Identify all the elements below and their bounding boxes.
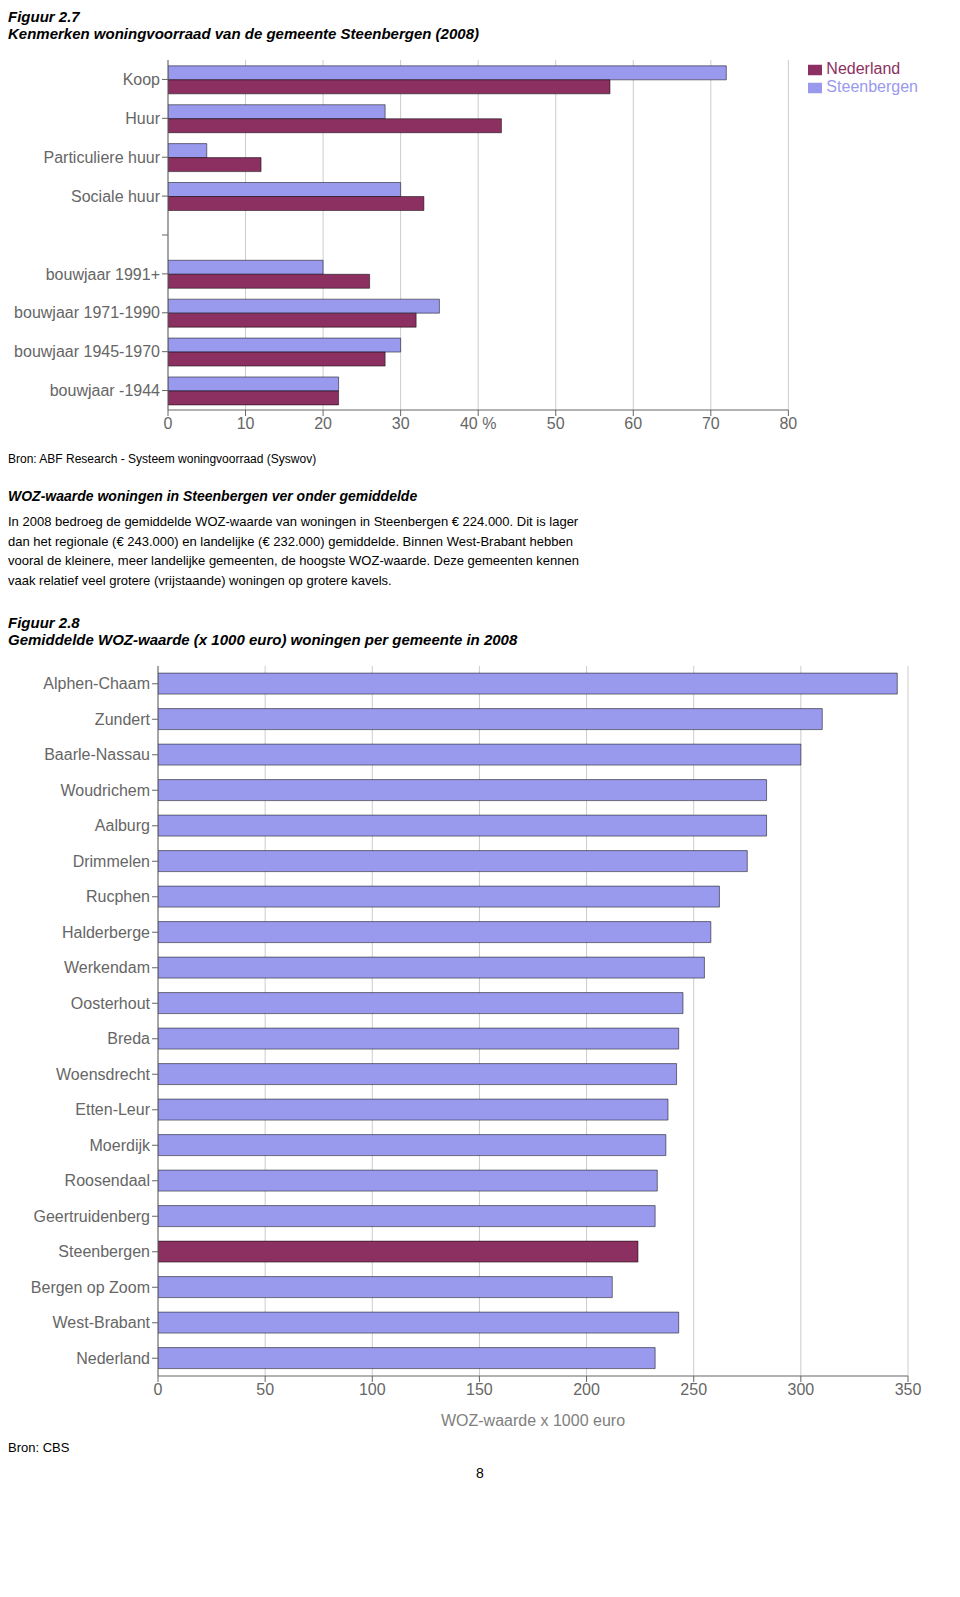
html-text:Bron: ABF Research - Systeem w: Bron: ABF Research - Systeem woningvoorr… [8,452,317,466]
svg-text:Breda: Breda [107,1030,150,1047]
svg-text:Sociale huur: Sociale huur [71,188,161,205]
svg-text:Rucphen: Rucphen [86,888,150,905]
svg-text:300: 300 [788,1381,815,1398]
svg-text:20: 20 [314,415,332,432]
svg-text:Particuliere huur: Particuliere huur [44,149,161,166]
html-text:Figuur 2.7: Figuur 2.7 [8,8,80,25]
html-text:Gemiddelde WOZ-waarde (x 1000: Gemiddelde WOZ-waarde (x 1000 euro) woni… [8,631,518,648]
svg-text:Geertruidenberg: Geertruidenberg [33,1208,150,1225]
svg-text:40 %: 40 % [460,415,496,432]
svg-text:bouwjaar 1991+: bouwjaar 1991+ [46,266,160,283]
svg-text:bouwjaar 1971-1990: bouwjaar 1971-1990 [14,304,160,321]
svg-text:bouwjaar -1944: bouwjaar -1944 [50,382,160,399]
svg-text:0: 0 [164,415,173,432]
svg-text:Nederland: Nederland [76,1350,150,1367]
html-text:Bron: CBS: Bron: CBS [8,1440,70,1455]
svg-text:Oosterhout: Oosterhout [71,995,151,1012]
svg-text:Koop: Koop [123,71,160,88]
svg-text:Woensdrecht: Woensdrecht [56,1066,151,1083]
html-text:Kenmerken woningvoorraad van d: Kenmerken woningvoorraad van de gemeente… [8,25,479,42]
svg-text:Baarle-Nassau: Baarle-Nassau [44,746,150,763]
svg-text:West-Brabant: West-Brabant [52,1314,150,1331]
html-text:Nederland: Nederland [826,60,901,77]
svg-text:60: 60 [624,415,642,432]
svg-text:Halderberge: Halderberge [62,924,150,941]
svg-text:Moerdijk: Moerdijk [90,1137,151,1154]
svg-text:150: 150 [466,1381,493,1398]
svg-text:10: 10 [237,415,255,432]
html-text:Steenbergen: Steenbergen [826,78,918,95]
svg-text:Drimmelen: Drimmelen [73,853,150,870]
html-text:WOZ-waarde woningen in Steenbe: WOZ-waarde woningen in Steenbergen ver o… [8,488,418,504]
svg-text:Alphen-Chaam: Alphen-Chaam [43,675,150,692]
svg-text:100: 100 [359,1381,386,1398]
svg-text:350: 350 [895,1381,922,1398]
svg-text:bouwjaar 1945-1970: bouwjaar 1945-1970 [14,343,160,360]
svg-text:50: 50 [547,415,565,432]
svg-text:Roosendaal: Roosendaal [65,1172,150,1189]
svg-text:70: 70 [702,415,720,432]
svg-text:Woudrichem: Woudrichem [60,782,150,799]
svg-text:250: 250 [680,1381,707,1398]
svg-text:200: 200 [573,1381,600,1398]
html-text:Figuur 2.8: Figuur 2.8 [8,614,80,631]
svg-text:Etten-Leur: Etten-Leur [75,1101,150,1118]
svg-text:Zundert: Zundert [95,711,151,728]
svg-text:Bergen op Zoom: Bergen op Zoom [31,1279,150,1296]
svg-text:Aalburg: Aalburg [95,817,150,834]
svg-text:Huur: Huur [125,110,160,127]
svg-text:80: 80 [779,415,797,432]
svg-text:30: 30 [392,415,410,432]
svg-text:Werkendam: Werkendam [64,959,150,976]
svg-text:0: 0 [154,1381,163,1398]
svg-text:50: 50 [256,1381,274,1398]
html-text:In 2008 bedroeg de gemiddelde: In 2008 bedroeg de gemiddelde WOZ-waarde… [8,514,579,588]
svg-text:WOZ-waarde x 1000 euro: WOZ-waarde x 1000 euro [441,1412,625,1429]
html-text:8: 8 [476,1465,484,1481]
svg-text:Steenbergen: Steenbergen [58,1243,150,1260]
